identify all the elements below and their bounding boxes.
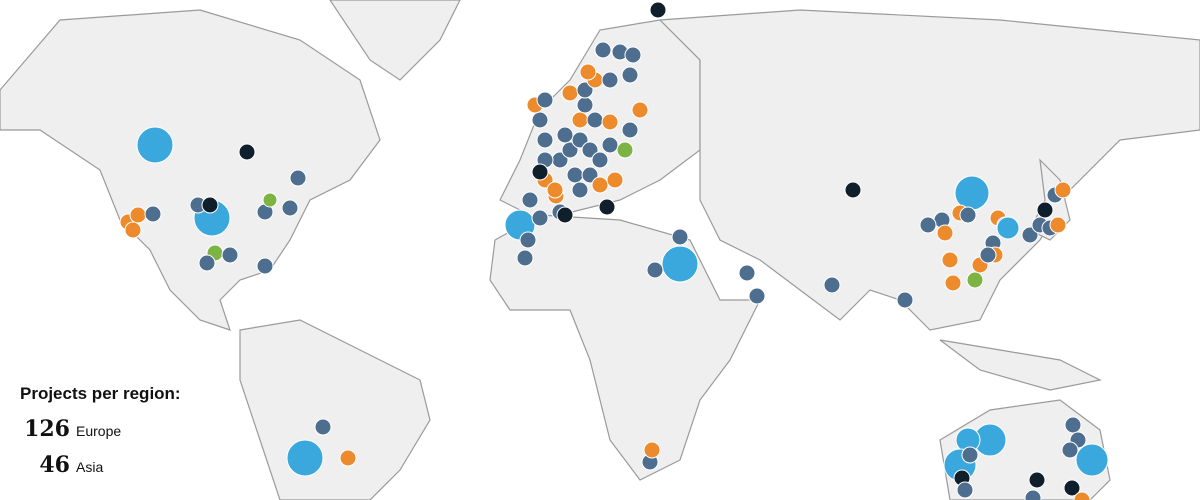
project-marker[interactable] [571, 111, 589, 129]
asia [658, 9, 1200, 331]
project-marker[interactable] [643, 441, 661, 459]
project-marker[interactable] [738, 264, 756, 282]
project-marker[interactable] [531, 111, 549, 129]
project-marker[interactable] [1028, 471, 1046, 489]
project-marker[interactable] [1073, 491, 1091, 500]
project-marker[interactable] [598, 198, 616, 216]
project-marker[interactable] [262, 192, 278, 208]
project-marker[interactable] [1036, 201, 1054, 219]
project-marker[interactable] [519, 231, 537, 249]
project-marker[interactable] [339, 449, 357, 467]
project-marker[interactable] [136, 126, 174, 164]
project-marker[interactable] [281, 199, 299, 217]
project-marker[interactable] [586, 111, 604, 129]
project-marker[interactable] [576, 96, 594, 114]
project-marker[interactable] [531, 163, 549, 181]
project-marker[interactable] [601, 136, 619, 154]
project-marker[interactable] [579, 63, 597, 81]
project-marker[interactable] [516, 249, 534, 267]
project-marker[interactable] [748, 287, 766, 305]
project-marker[interactable] [1064, 416, 1082, 434]
project-marker[interactable] [606, 171, 624, 189]
project-marker[interactable] [556, 126, 574, 144]
legend-count: 126 [24, 416, 70, 442]
project-marker[interactable] [1024, 489, 1042, 500]
project-marker[interactable] [314, 418, 332, 436]
project-marker[interactable] [124, 221, 142, 239]
project-marker[interactable] [1075, 443, 1109, 477]
project-marker[interactable] [256, 257, 274, 275]
project-marker[interactable] [594, 41, 612, 59]
project-marker[interactable] [959, 206, 977, 224]
project-marker[interactable] [591, 176, 609, 194]
project-marker[interactable] [198, 254, 216, 272]
project-marker[interactable] [546, 181, 564, 199]
legend-item-europe: 126 Europe [20, 416, 181, 442]
project-marker[interactable] [649, 1, 667, 19]
project-marker[interactable] [956, 481, 974, 499]
project-marker[interactable] [1054, 181, 1072, 199]
project-marker[interactable] [941, 251, 959, 269]
south-america [239, 319, 431, 500]
project-markers [119, 1, 1109, 500]
project-marker[interactable] [661, 245, 699, 283]
north-america [0, 9, 381, 331]
legend-title: Projects per region: [20, 384, 181, 403]
project-marker[interactable] [996, 216, 1020, 240]
project-marker[interactable] [536, 91, 554, 109]
project-marker[interactable] [536, 131, 554, 149]
project-marker[interactable] [591, 151, 609, 169]
project-marker[interactable] [616, 141, 634, 159]
project-marker[interactable] [221, 246, 239, 264]
project-marker[interactable] [531, 209, 549, 227]
project-marker[interactable] [556, 206, 574, 224]
project-marker[interactable] [823, 276, 841, 294]
project-marker[interactable] [144, 205, 162, 223]
project-marker[interactable] [561, 84, 579, 102]
project-marker[interactable] [601, 71, 619, 89]
project-marker[interactable] [601, 113, 619, 131]
project-marker[interactable] [1049, 216, 1067, 234]
project-marker[interactable] [671, 228, 689, 246]
project-marker[interactable] [621, 121, 639, 139]
project-marker[interactable] [566, 166, 584, 184]
project-marker[interactable] [919, 216, 937, 234]
project-marker[interactable] [961, 446, 979, 464]
legend-region: Europe [76, 423, 122, 439]
project-marker[interactable] [1063, 479, 1081, 497]
greenland [329, 0, 461, 81]
project-marker[interactable] [621, 66, 639, 84]
legend: Projects per region: 126 Europe 46 Asia [20, 384, 181, 488]
project-marker[interactable] [289, 169, 307, 187]
legend-item-asia: 46 Asia [20, 452, 181, 478]
project-marker[interactable] [238, 143, 256, 161]
legend-count: 46 [39, 452, 70, 478]
africa [489, 214, 761, 481]
project-marker[interactable] [624, 46, 642, 64]
project-marker[interactable] [521, 191, 539, 209]
project-marker[interactable] [844, 181, 862, 199]
project-marker[interactable] [571, 181, 589, 199]
project-marker[interactable] [979, 246, 997, 264]
project-marker[interactable] [631, 101, 649, 119]
legend-region: Asia [76, 459, 104, 475]
project-marker[interactable] [944, 274, 962, 292]
project-marker[interactable] [1061, 441, 1079, 459]
project-marker[interactable] [936, 224, 954, 242]
project-marker[interactable] [129, 206, 147, 224]
project-marker[interactable] [966, 271, 984, 289]
southeast-asia-islands [939, 339, 1102, 391]
project-marker[interactable] [286, 439, 324, 477]
project-marker[interactable] [896, 291, 914, 309]
project-marker[interactable] [201, 196, 219, 214]
project-marker[interactable] [646, 261, 664, 279]
